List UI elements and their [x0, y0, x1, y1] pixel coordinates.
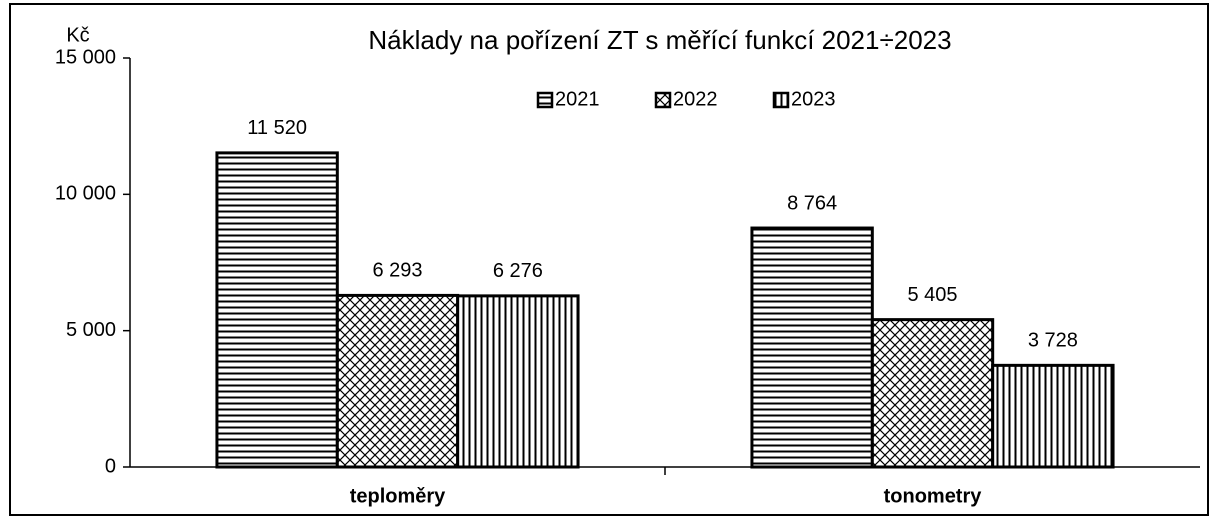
bar — [335, 293, 460, 469]
legend-label: 2023 — [791, 88, 836, 110]
bar — [456, 294, 580, 469]
frame — [9, 3, 1209, 516]
value-label: 11 520 — [247, 117, 307, 139]
legend-swatch — [654, 91, 672, 109]
y-axis-label: Kč — [66, 24, 89, 46]
legend-label: 2022 — [673, 88, 718, 110]
y-tick-label: 10 000 — [55, 183, 116, 205]
legend-swatch — [772, 91, 790, 109]
value-label: 8 764 — [787, 192, 837, 214]
bar — [215, 151, 339, 469]
x-tick-label: tonometry — [884, 485, 983, 507]
chart-title: Náklady na pořízení ZT s měřící funkcí 2… — [368, 25, 951, 55]
value-label: 6 293 — [372, 260, 422, 282]
value-label: 3 728 — [1028, 330, 1078, 352]
legend-label: 2021 — [555, 88, 600, 110]
bar — [870, 318, 995, 469]
y-tick-label: 15 000 — [55, 46, 116, 68]
y-tick-label: 5 000 — [66, 319, 116, 341]
bar — [991, 363, 1115, 469]
value-label: 5 405 — [907, 284, 957, 306]
y-tick-label: 0 — [105, 455, 116, 477]
value-label: 6 276 — [493, 260, 543, 282]
legend-swatch — [536, 91, 554, 109]
x-tick-label: teploměry — [350, 485, 446, 507]
bar — [750, 226, 874, 469]
